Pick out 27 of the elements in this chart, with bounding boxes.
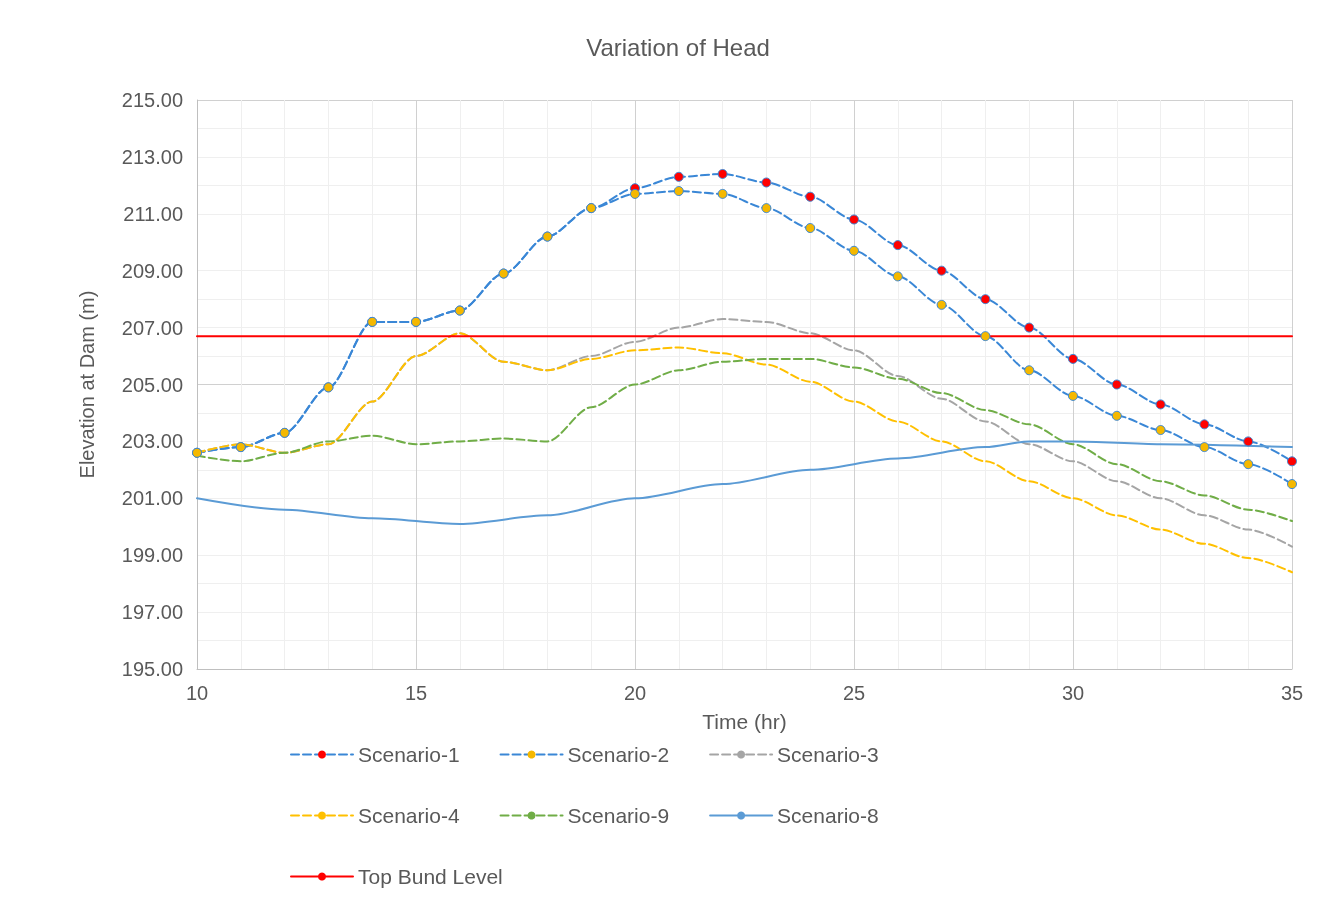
x-tick-label: 30 — [1061, 682, 1085, 704]
y-tick-label: 209.00 — [121, 259, 183, 282]
y-tick-label: 203.00 — [121, 430, 183, 453]
y-tick-label: 197.00 — [121, 601, 183, 624]
x-tick-label: 25 — [842, 682, 866, 704]
y-tick-label: 207.00 — [121, 316, 183, 339]
x-tick-label: 15 — [404, 682, 428, 704]
y-tick-label: 211.00 — [123, 202, 183, 225]
y-tick-label: 215.00 — [121, 89, 183, 111]
x-axis-title: Time (hr) — [702, 710, 787, 733]
legend-label: Scenario-1 — [358, 743, 460, 766]
legend-label: Scenario-8 — [777, 804, 879, 827]
y-axis-title: Elevation at Dam (m) — [76, 290, 98, 479]
x-tick-label: 35 — [1280, 682, 1304, 704]
legend-label: Scenario-4 — [358, 804, 460, 827]
y-tick-label: 205.00 — [121, 373, 183, 396]
x-tick-label: 20 — [623, 682, 647, 704]
legend-label: Top Bund Level — [358, 865, 503, 888]
legend-label: Scenario-2 — [567, 743, 670, 766]
y-tick-label: 195.00 — [121, 658, 183, 680]
y-tick-label: 213.00 — [121, 145, 183, 168]
x-tick-label: 10 — [185, 682, 209, 704]
legend-label: Scenario-9 — [567, 804, 670, 827]
chart-title: Variation of Head — [586, 33, 770, 61]
legend-label: Scenario-3 — [777, 743, 879, 766]
y-tick-label: 199.00 — [121, 544, 183, 567]
y-tick-label: 201.00 — [121, 487, 183, 510]
